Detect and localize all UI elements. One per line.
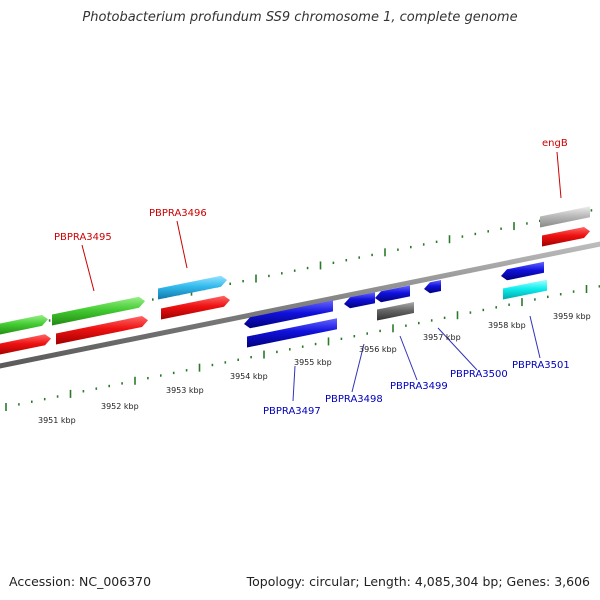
reverse-tick-row bbox=[5, 284, 600, 411]
scale-label-3952: 3952 kbp bbox=[101, 402, 139, 411]
gene-label-engb[interactable]: engB bbox=[542, 138, 568, 149]
gene-feature-pbpra3495[interactable] bbox=[52, 296, 145, 326]
label-leader-lines bbox=[81, 151, 562, 402]
leader-line bbox=[556, 151, 562, 199]
leader-line bbox=[351, 343, 365, 393]
chromosome-backbone bbox=[0, 241, 600, 369]
gene-feature-pbpra3500[interactable] bbox=[424, 280, 441, 294]
gene-feature-pbpra3501-upper[interactable] bbox=[501, 261, 544, 281]
gene-feature-pbpra3499-upper[interactable] bbox=[375, 285, 410, 303]
gene-labels: PBPRA3495 PBPRA3496 engB PBPRA3497 PBPRA… bbox=[54, 138, 570, 417]
scale-label-3959: 3959 kbp bbox=[553, 312, 591, 321]
gene-feature-engb[interactable] bbox=[540, 206, 590, 228]
leader-line bbox=[529, 315, 541, 359]
scale-label-3953: 3953 kbp bbox=[166, 386, 204, 395]
scale-label-3954: 3954 kbp bbox=[230, 372, 268, 381]
gene-features bbox=[0, 206, 590, 355]
map-title: Photobacterium profundum SS9 chromosome … bbox=[82, 10, 518, 25]
leader-line bbox=[176, 220, 188, 269]
gene-label-pbpra3501[interactable]: PBPRA3501 bbox=[512, 360, 570, 371]
leader-line bbox=[399, 335, 418, 381]
scale-labels: 3951 kbp 3952 kbp 3953 kbp 3954 kbp 3955… bbox=[38, 312, 591, 425]
gene-feature-pbpra3499-lower[interactable] bbox=[377, 302, 414, 321]
cds-feature-pbpra3496[interactable] bbox=[161, 295, 230, 320]
scale-label-3956: 3956 kbp bbox=[359, 345, 397, 354]
gene-feature-pbpra3501-lower[interactable] bbox=[503, 279, 547, 300]
gene-feature-pbpra3498[interactable] bbox=[344, 292, 375, 309]
scale-label-3957: 3957 kbp bbox=[423, 333, 461, 342]
leader-line bbox=[437, 327, 478, 371]
accession-text: Accession: NC_006370 bbox=[9, 574, 152, 589]
gene-label-pbpra3499[interactable]: PBPRA3499 bbox=[390, 381, 448, 392]
gene-label-pbpra3495[interactable]: PBPRA3495 bbox=[54, 232, 112, 243]
gene-feature-left-green[interactable] bbox=[0, 314, 48, 336]
cds-feature-left-red[interactable] bbox=[0, 334, 51, 355]
scale-label-3958: 3958 kbp bbox=[488, 321, 526, 330]
leader-line bbox=[292, 365, 296, 402]
cds-feature-engb[interactable] bbox=[542, 227, 590, 247]
scale-label-3951: 3951 kbp bbox=[38, 416, 76, 425]
gene-label-pbpra3500[interactable]: PBPRA3500 bbox=[450, 369, 508, 380]
gene-label-pbpra3498[interactable]: PBPRA3498 bbox=[325, 394, 383, 405]
scale-label-3955: 3955 kbp bbox=[294, 358, 332, 367]
gene-label-pbpra3496[interactable]: PBPRA3496 bbox=[149, 208, 207, 219]
cds-feature-pbpra3495[interactable] bbox=[56, 316, 148, 345]
gene-feature-pbpra3497-upper[interactable] bbox=[244, 300, 333, 329]
genome-summary-text: Topology: circular; Length: 4,085,304 bp… bbox=[246, 574, 590, 589]
gene-feature-pbpra3497-lower[interactable] bbox=[247, 318, 337, 348]
leader-line bbox=[81, 244, 95, 292]
gene-feature-pbpra3496[interactable] bbox=[158, 275, 227, 300]
gene-label-pbpra3497[interactable]: PBPRA3497 bbox=[263, 406, 321, 417]
